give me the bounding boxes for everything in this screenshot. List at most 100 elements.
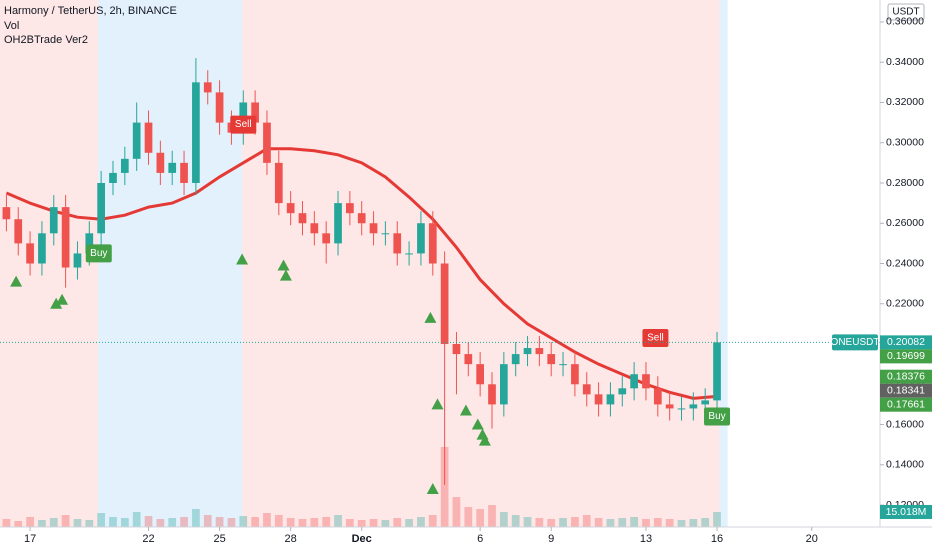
- volume-bar: [120, 518, 129, 527]
- volume-bar: [535, 518, 544, 527]
- annotation-box: [85, 244, 112, 263]
- candle-body: [251, 102, 259, 123]
- candle-body: [14, 219, 23, 244]
- volume-bar: [464, 507, 473, 527]
- candle-body: [511, 354, 520, 365]
- candle-body: [192, 82, 200, 183]
- volume-bar: [49, 518, 58, 527]
- volume-bar: [559, 518, 567, 527]
- candle-body: [606, 394, 615, 405]
- y-tick-label: 0.30000: [886, 137, 924, 149]
- candle-body: [156, 152, 165, 173]
- volume-bar: [26, 517, 34, 527]
- candle-body: [357, 213, 366, 224]
- volume-bar: [2, 519, 11, 527]
- volume-bar: [547, 519, 556, 527]
- candle-body: [310, 223, 319, 234]
- volume-bar: [203, 515, 212, 527]
- volume-label-box: [880, 504, 932, 519]
- moving-average: [5, 147, 718, 400]
- volume-bar: [523, 517, 532, 527]
- volume-bar: [665, 519, 674, 527]
- candle-body: [535, 348, 544, 355]
- candle-body: [73, 253, 82, 268]
- signal-marker: [10, 275, 23, 287]
- signal-marker: [277, 259, 290, 271]
- y-tick-label: 0.28000: [886, 177, 924, 189]
- unit-box: [887, 3, 925, 21]
- candle-body: [630, 374, 638, 389]
- signal-marker: [56, 293, 69, 305]
- candle-body: [132, 122, 141, 159]
- volume-bar: [618, 518, 627, 527]
- signal-marker: [431, 398, 444, 410]
- volume-bar: [263, 513, 271, 527]
- x-tick-label: 16: [711, 533, 723, 545]
- volume-bar: [274, 515, 283, 527]
- volume-bar: [571, 517, 579, 527]
- signal-marker: [424, 311, 437, 323]
- volume-bar: [14, 521, 23, 527]
- symbol-label: ONEUSDT: [831, 337, 880, 348]
- volume-bar: [713, 511, 721, 527]
- volume-bar: [310, 518, 319, 527]
- y-tick-label: 0.32000: [886, 96, 924, 108]
- volume-bar: [227, 518, 236, 527]
- volume-bar: [346, 519, 354, 527]
- candle-body: [286, 203, 295, 214]
- chart-title: Harmony / TetherUS, 2h, BINANCE: [4, 5, 177, 17]
- signal-marker: [50, 297, 63, 309]
- y-tick-label: 0.36000: [886, 16, 924, 28]
- zone: [719, 0, 728, 527]
- volume-bar: [381, 520, 390, 527]
- volume-bar: [488, 505, 496, 527]
- signal-marker: [471, 418, 484, 430]
- volume-bar: [334, 515, 342, 527]
- volume-bar: [393, 518, 402, 527]
- candle-body: [97, 182, 105, 234]
- price-label-box: [880, 335, 932, 350]
- candle-body: [38, 233, 46, 264]
- y-tick-label: 0.24000: [886, 257, 924, 269]
- x-tick-label: 17: [24, 533, 36, 545]
- candle-body: [701, 400, 710, 405]
- y-tick-label: 0.16000: [886, 418, 924, 430]
- candle-body: [642, 374, 650, 389]
- price-label: 0.20082: [887, 336, 925, 348]
- volume-bar: [144, 516, 153, 527]
- x-tick-label: 28: [285, 533, 297, 545]
- y-unit: USDT: [892, 7, 919, 18]
- candle-body: [369, 223, 378, 234]
- volume-bar: [322, 517, 331, 527]
- zone: [98, 0, 243, 527]
- x-tick-label: Dec: [352, 533, 372, 545]
- candle-body: [274, 162, 283, 204]
- annotation-text: Buy: [708, 411, 725, 422]
- volume-bar: [417, 517, 425, 527]
- price-label-box: [880, 369, 932, 384]
- candle-body: [689, 404, 698, 409]
- volume-bar: [606, 519, 615, 527]
- price-label: 0.17661: [887, 398, 925, 410]
- candle-body: [346, 203, 354, 214]
- candle-body: [476, 364, 484, 385]
- volume-bar: [215, 517, 224, 527]
- candle-body: [120, 158, 129, 173]
- candle-body: [263, 122, 271, 163]
- candle-body: [559, 364, 567, 366]
- x-tick-label: 22: [142, 533, 154, 545]
- volume-bar: [701, 518, 710, 527]
- candle-body: [61, 207, 70, 268]
- volume-bar: [109, 517, 117, 527]
- indicator-name: Vol: [4, 20, 19, 32]
- plot-area: Buy Sell Sell Buy: [0, 0, 880, 527]
- y-tick-label: 0.34000: [886, 56, 924, 68]
- candle-body: [322, 233, 331, 244]
- y-tick-label: 0.22000: [886, 298, 924, 310]
- signal-marker: [478, 434, 491, 446]
- x-tick-label: 25: [213, 533, 225, 545]
- candle-body: [203, 82, 212, 93]
- volume-bar: [168, 518, 177, 527]
- annotation-box: [704, 407, 731, 426]
- candle-body: [582, 384, 591, 395]
